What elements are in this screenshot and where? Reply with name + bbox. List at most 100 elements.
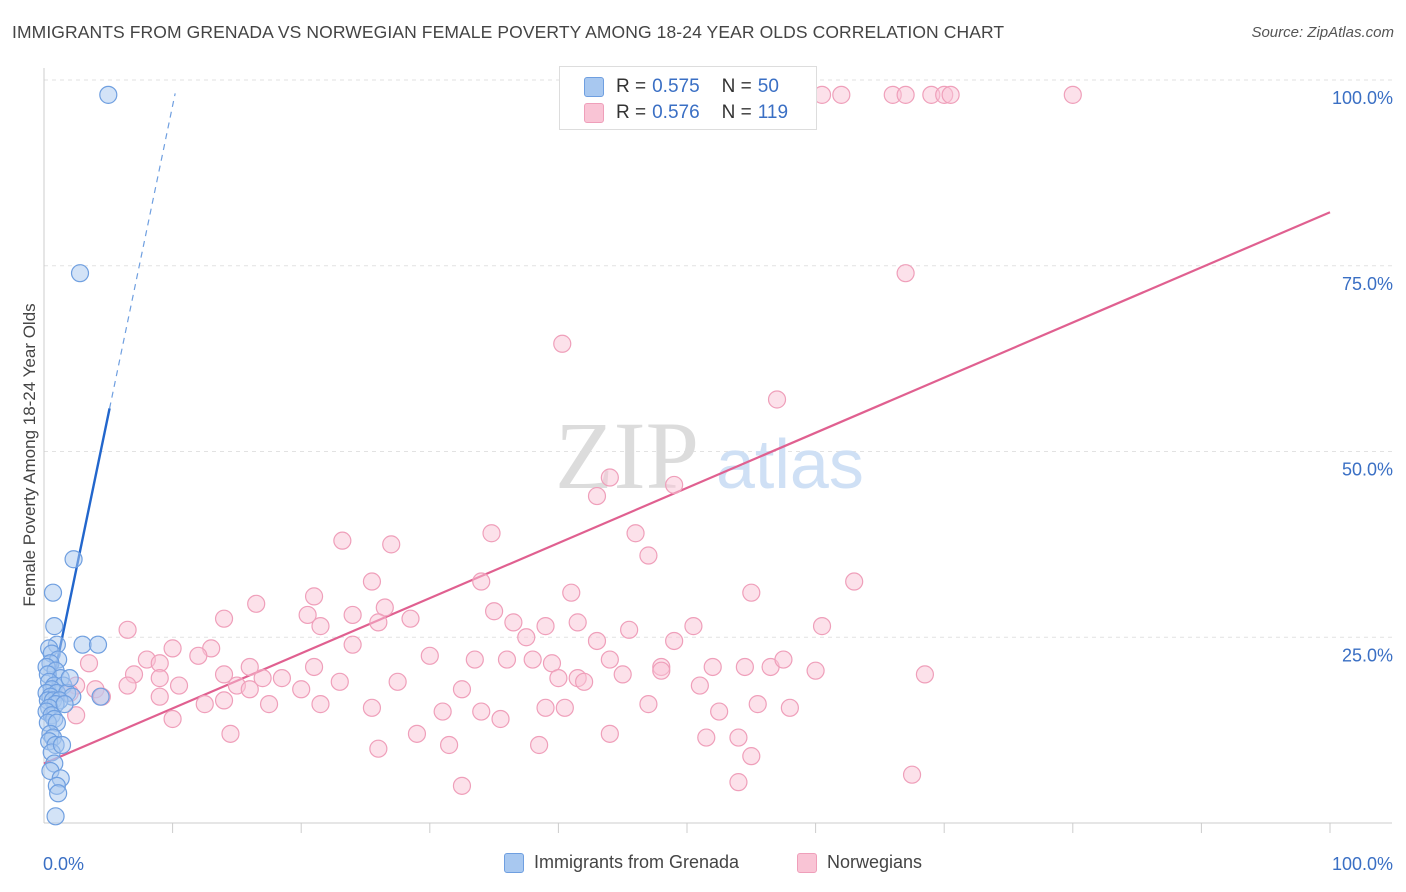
norwegians-point: [613, 665, 632, 684]
norwegians-point: [774, 650, 793, 669]
norwegians-point: [742, 583, 761, 602]
norwegians-point: [523, 650, 542, 669]
grenada-point: [70, 264, 90, 283]
norwegians-point: [587, 631, 607, 651]
norwegians-point: [536, 617, 555, 636]
norwegians-point: [639, 546, 658, 565]
norwegians-point: [79, 654, 99, 673]
norwegians-point: [472, 572, 491, 591]
grenada-point: [99, 85, 118, 104]
norwegians-point: [259, 695, 279, 714]
norwegians-point: [482, 524, 501, 543]
norwegians-point: [452, 776, 472, 795]
grenada-point: [64, 550, 83, 569]
norwegians-point: [333, 531, 352, 550]
norwegians-point: [401, 609, 420, 628]
norwegians-point: [620, 620, 639, 639]
norwegians-point: [697, 728, 716, 747]
n-label: N =: [721, 76, 752, 97]
stats-swatch-norwegians: [584, 103, 604, 123]
y-axis-title: Female Poverty Among 18-24 Year Olds: [20, 303, 39, 607]
norwegians-point: [221, 724, 240, 743]
norwegians-point: [729, 773, 748, 792]
y-tick-label: 75.0%: [1342, 274, 1393, 294]
norwegians-point: [362, 698, 382, 717]
grenada-point: [52, 735, 72, 755]
norwegians-point: [369, 613, 388, 632]
legend-item-grenada[interactable]: Immigrants from Grenada: [504, 852, 739, 873]
legend-item-norwegians[interactable]: Norwegians: [797, 852, 922, 873]
norwegians-point: [247, 594, 266, 613]
norwegians-point: [195, 695, 214, 714]
grenada-point: [91, 687, 110, 706]
norwegians-point: [915, 665, 935, 684]
norwegians-point: [549, 669, 568, 688]
norwegians-point: [780, 698, 799, 717]
norwegians-point: [163, 709, 182, 729]
norwegians-point: [517, 628, 536, 647]
y-tick-label: 25.0%: [1342, 645, 1393, 665]
grenada-point: [49, 784, 68, 803]
series-legend: Immigrants from Grenada Norwegians: [0, 852, 1406, 878]
norwegians-point: [485, 602, 504, 621]
norwegians-point: [330, 672, 349, 691]
norwegians-point: [742, 747, 761, 766]
norwegians-point: [311, 617, 330, 636]
norwegians-point: [214, 665, 234, 684]
n-value: 50: [757, 76, 779, 97]
norwegians-point: [1063, 85, 1082, 104]
norwegians-point: [665, 631, 684, 651]
r-value: 0.576: [652, 102, 700, 123]
n-label: N =: [721, 102, 752, 123]
norwegians-point: [896, 85, 915, 104]
legend-swatch-norwegians: [797, 852, 817, 873]
norwegians-point: [600, 650, 619, 669]
legend-label-norwegians: Norwegians: [827, 852, 923, 872]
norwegians-point: [118, 676, 137, 695]
norwegians-point: [118, 620, 137, 639]
norwegians-point: [530, 735, 549, 755]
norwegians-point: [600, 468, 619, 487]
grenada-point: [45, 617, 64, 636]
norwegians-point: [832, 85, 851, 104]
norwegians-point: [163, 639, 182, 658]
norwegians-point: [150, 687, 169, 706]
norwegians-point: [292, 680, 311, 699]
grenada-point: [60, 669, 79, 688]
legend-label-grenada: Immigrants from Grenada: [534, 852, 740, 872]
norwegians-point: [169, 676, 189, 695]
y-tick-label: 100.0%: [1332, 88, 1393, 108]
norwegians-point: [343, 635, 362, 654]
norwegians-point: [150, 669, 169, 688]
grenada-points: [37, 85, 118, 826]
norwegians-point: [491, 709, 510, 729]
norwegians-point: [555, 698, 574, 717]
grenada-point: [88, 635, 108, 654]
norwegians-point: [896, 264, 915, 283]
norwegians-point: [600, 724, 619, 743]
norwegians-point: [497, 650, 517, 669]
norwegians-point: [536, 698, 555, 717]
source-label: Source: ZipAtlas.com: [1251, 24, 1394, 41]
legend-swatch-grenada: [504, 852, 524, 873]
norwegians-point: [806, 661, 825, 680]
norwegians-point: [652, 661, 671, 680]
norwegians-point: [639, 695, 658, 714]
norwegians-point: [703, 657, 722, 677]
norwegians-point: [465, 650, 484, 669]
grenada-point: [43, 583, 63, 602]
norwegians-point: [433, 702, 452, 721]
y-tick-label: 50.0%: [1342, 460, 1393, 480]
norwegians-point: [189, 646, 208, 665]
x-tick-label-min: 0.0%: [43, 854, 84, 874]
norwegians-points: [60, 85, 1082, 795]
r-value: 0.575: [652, 76, 700, 97]
grenada-point: [55, 695, 74, 714]
stats-legend: R = 0.575 N = 50 R = 0.576 N = 119: [559, 66, 817, 130]
norwegians-point: [587, 486, 607, 506]
norwegians-point: [472, 702, 491, 721]
norwegians-point: [665, 475, 684, 495]
norwegians-point: [729, 728, 748, 747]
norwegians-point: [253, 669, 272, 688]
